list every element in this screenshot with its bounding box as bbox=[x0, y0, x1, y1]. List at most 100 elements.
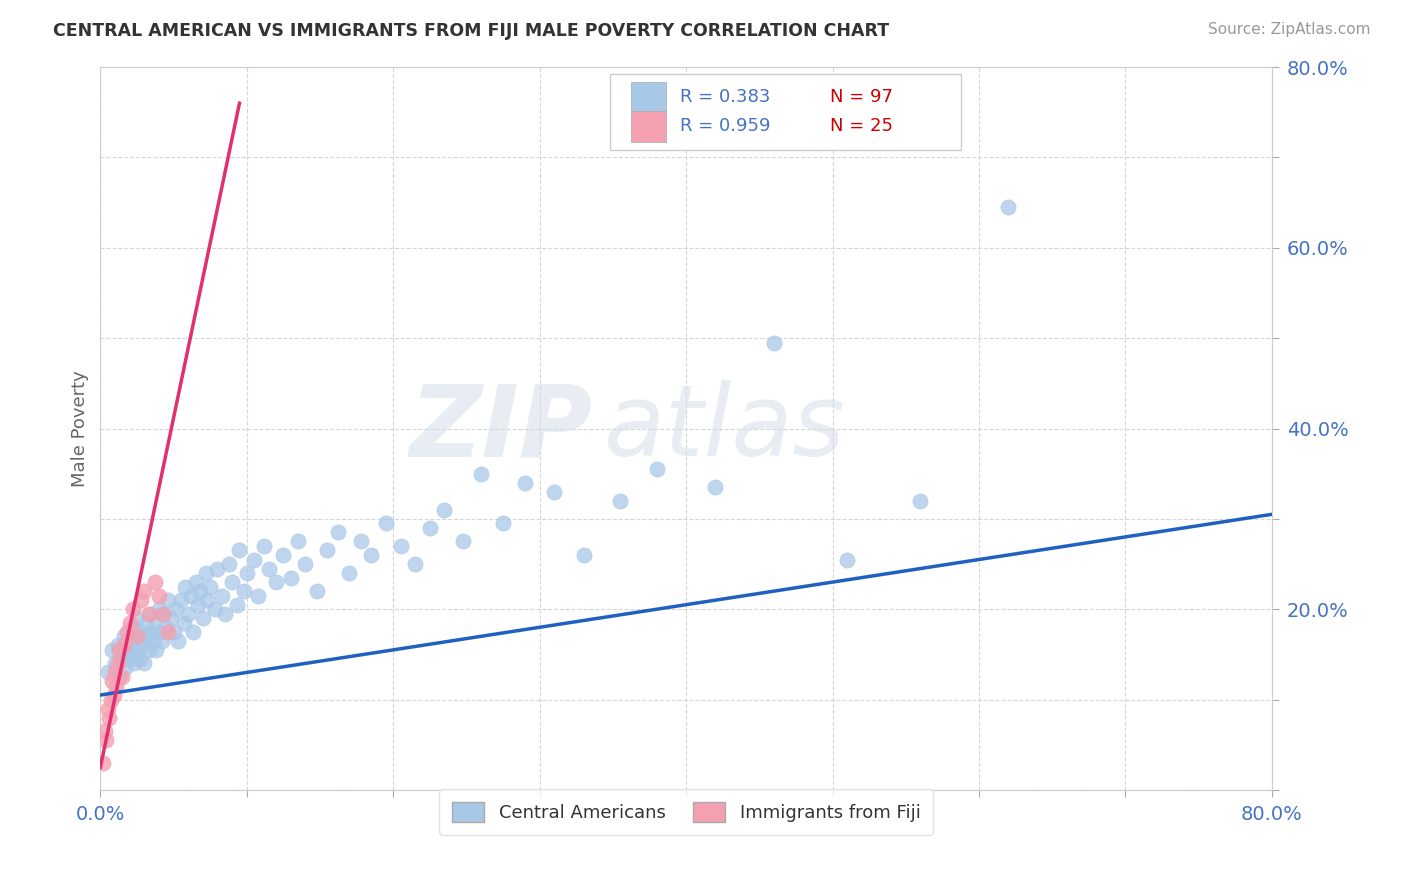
Point bbox=[232, 584, 254, 599]
Point bbox=[118, 615, 141, 630]
Point bbox=[207, 561, 229, 575]
Point bbox=[195, 593, 218, 607]
Point bbox=[127, 633, 149, 648]
Point bbox=[101, 643, 124, 657]
Point bbox=[131, 624, 153, 639]
Point bbox=[374, 516, 396, 531]
Point bbox=[167, 633, 190, 648]
Point bbox=[910, 493, 932, 508]
Point bbox=[243, 552, 266, 566]
Point bbox=[115, 638, 138, 652]
Point bbox=[191, 611, 214, 625]
Point bbox=[287, 534, 309, 549]
Point bbox=[307, 584, 329, 599]
Point bbox=[121, 602, 143, 616]
Point bbox=[114, 661, 136, 675]
Point bbox=[143, 575, 166, 590]
Point bbox=[104, 657, 127, 671]
Point bbox=[97, 701, 120, 715]
Point bbox=[118, 652, 141, 666]
Point bbox=[128, 652, 150, 666]
Point bbox=[273, 548, 295, 562]
Point bbox=[107, 657, 129, 671]
Point bbox=[326, 525, 349, 540]
Point bbox=[143, 615, 166, 630]
Point bbox=[162, 624, 184, 639]
Point bbox=[704, 480, 727, 494]
Point bbox=[214, 607, 236, 621]
Point bbox=[204, 602, 226, 616]
Point bbox=[104, 665, 127, 680]
Point bbox=[96, 733, 118, 747]
Point bbox=[93, 724, 115, 739]
Point bbox=[360, 548, 382, 562]
Point bbox=[609, 493, 631, 508]
Point bbox=[337, 566, 360, 580]
Point bbox=[111, 652, 134, 666]
Point bbox=[177, 607, 200, 621]
Text: Source: ZipAtlas.com: Source: ZipAtlas.com bbox=[1208, 22, 1371, 37]
Point bbox=[98, 711, 121, 725]
Point bbox=[181, 624, 204, 639]
Point bbox=[145, 643, 167, 657]
Point bbox=[131, 593, 153, 607]
Point bbox=[125, 611, 148, 625]
Text: N = 25: N = 25 bbox=[830, 118, 893, 136]
FancyBboxPatch shape bbox=[631, 112, 666, 142]
Point bbox=[134, 657, 156, 671]
Point bbox=[198, 580, 221, 594]
Point bbox=[138, 607, 160, 621]
Point bbox=[156, 624, 179, 639]
Text: N = 97: N = 97 bbox=[830, 88, 893, 106]
Point bbox=[404, 557, 426, 571]
Point bbox=[264, 575, 287, 590]
Point bbox=[138, 643, 160, 657]
Point bbox=[572, 548, 595, 562]
Point bbox=[101, 674, 124, 689]
Point bbox=[125, 629, 148, 643]
Point bbox=[121, 620, 143, 634]
Point bbox=[124, 629, 146, 643]
Point bbox=[148, 602, 170, 616]
Point bbox=[762, 335, 785, 350]
Point bbox=[194, 566, 217, 580]
Point bbox=[316, 543, 339, 558]
Point bbox=[150, 633, 173, 648]
Point bbox=[105, 679, 128, 693]
Point bbox=[139, 607, 162, 621]
Point bbox=[225, 598, 247, 612]
Text: R = 0.959: R = 0.959 bbox=[681, 118, 770, 136]
FancyBboxPatch shape bbox=[631, 82, 666, 112]
Point bbox=[170, 593, 193, 607]
Point bbox=[837, 552, 859, 566]
Point bbox=[91, 756, 114, 770]
Point bbox=[120, 633, 142, 648]
Point bbox=[253, 539, 276, 553]
Point bbox=[218, 557, 240, 571]
Point bbox=[453, 534, 475, 549]
Point bbox=[108, 643, 131, 657]
Point bbox=[173, 615, 195, 630]
Point bbox=[184, 575, 207, 590]
Point bbox=[470, 467, 492, 481]
Point bbox=[100, 692, 122, 706]
Point bbox=[155, 620, 177, 634]
Point bbox=[152, 607, 174, 621]
FancyBboxPatch shape bbox=[610, 74, 962, 150]
Point bbox=[121, 643, 143, 657]
Point bbox=[134, 584, 156, 599]
Point bbox=[159, 611, 181, 625]
Y-axis label: Male Poverty: Male Poverty bbox=[72, 370, 89, 487]
Point bbox=[236, 566, 259, 580]
Point bbox=[108, 670, 131, 684]
Point bbox=[122, 657, 145, 671]
Point bbox=[112, 638, 135, 652]
Point bbox=[132, 638, 155, 652]
Point bbox=[115, 624, 138, 639]
Point bbox=[221, 575, 243, 590]
Point bbox=[433, 503, 456, 517]
Point bbox=[350, 534, 373, 549]
Point bbox=[188, 584, 211, 599]
Point bbox=[112, 629, 135, 643]
Point bbox=[228, 543, 250, 558]
